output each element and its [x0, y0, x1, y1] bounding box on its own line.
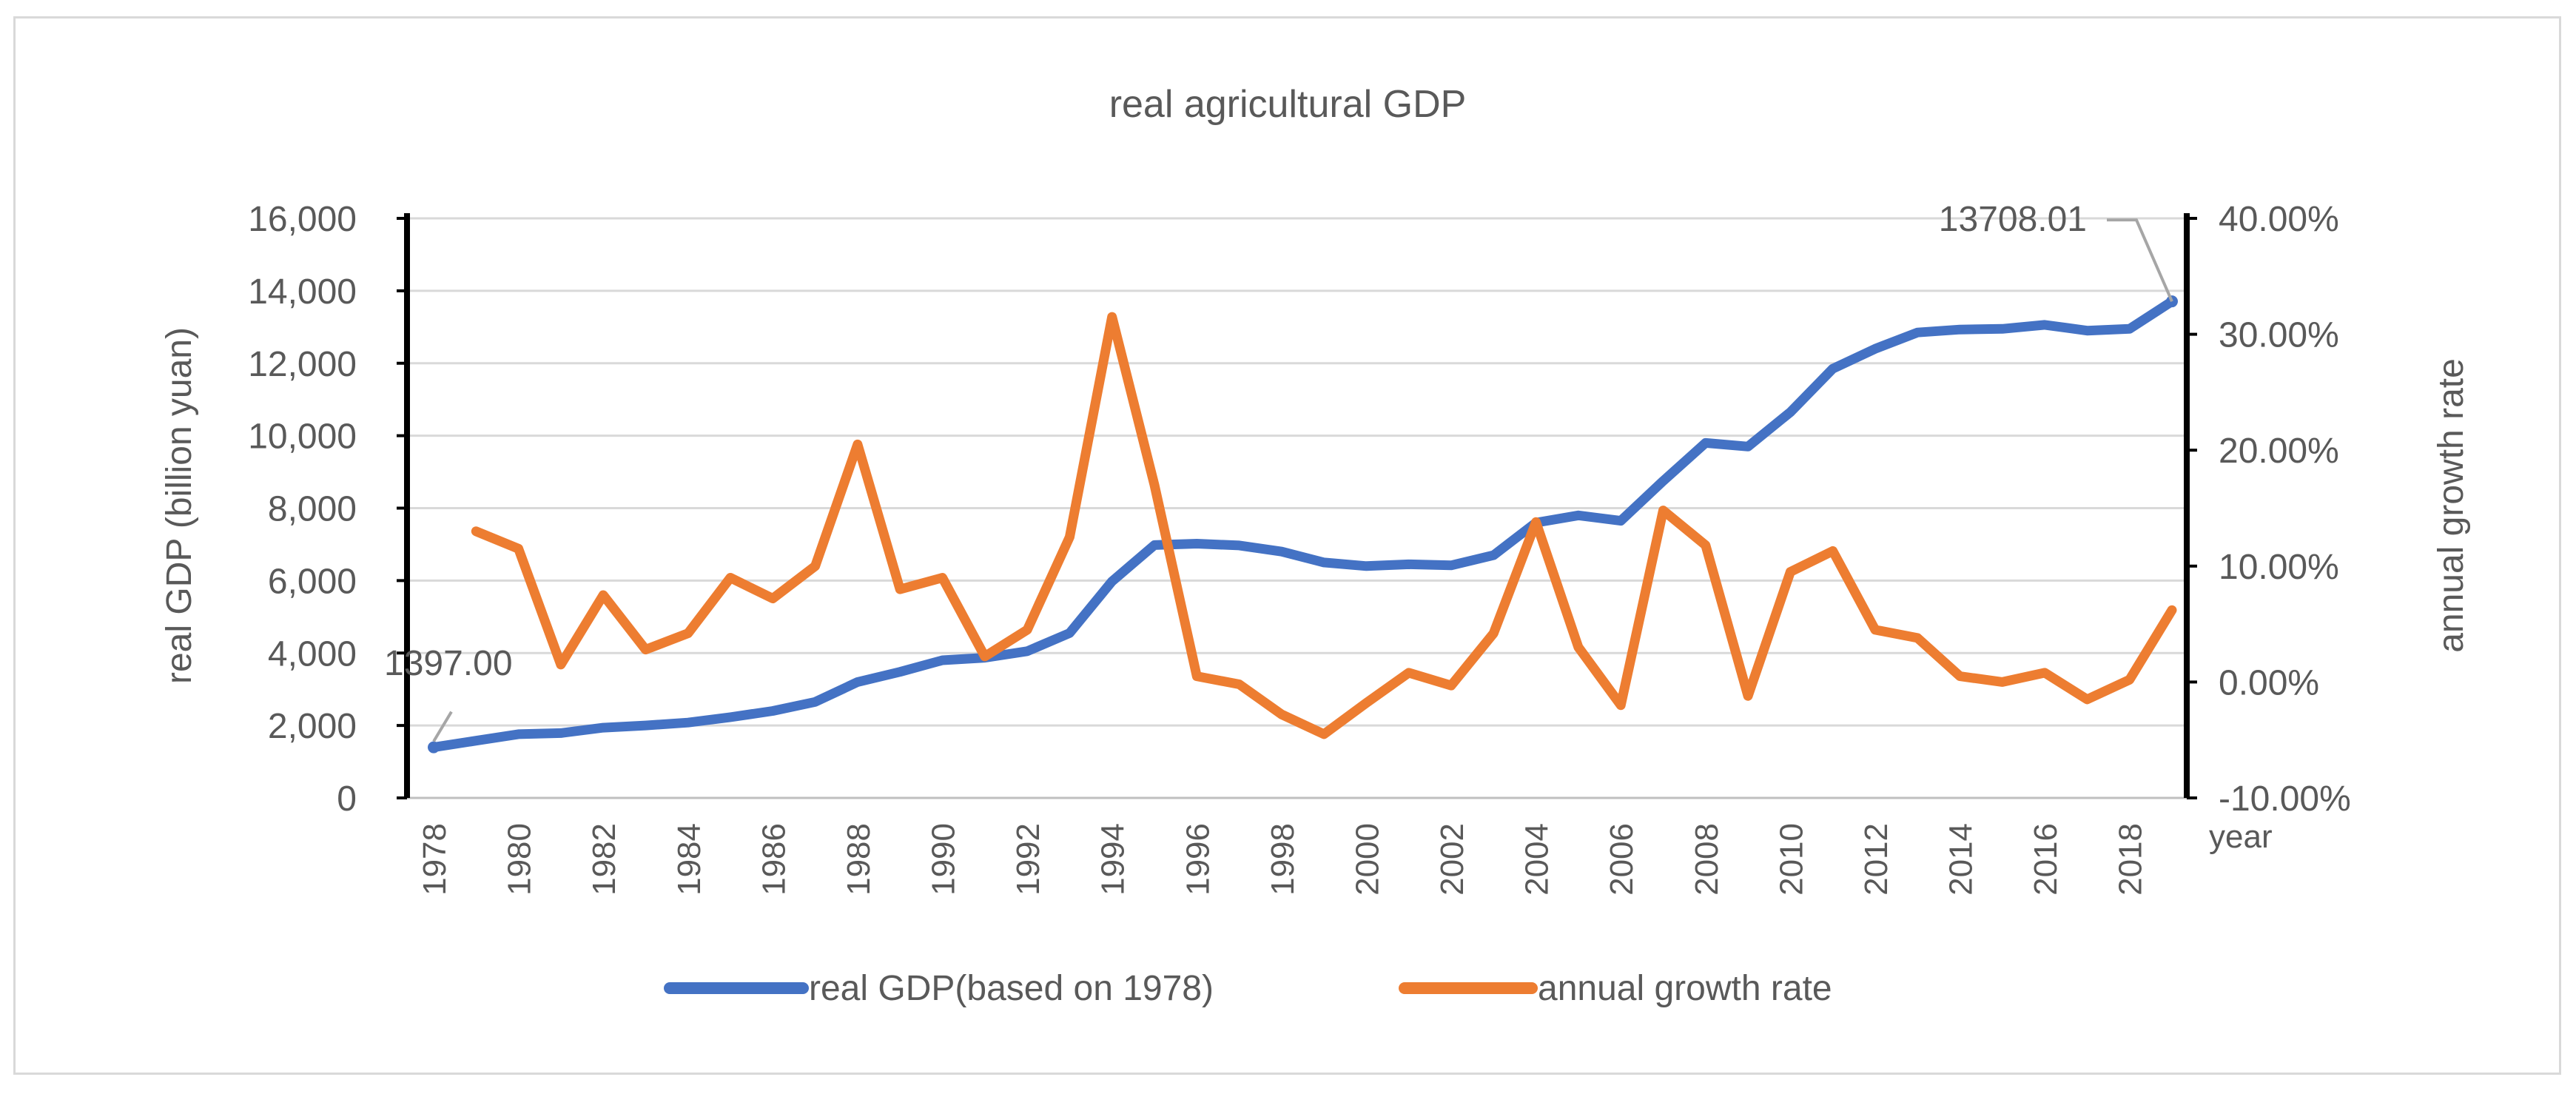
right-axis-ticks: -10.00% 0.00% 10.00% 20.00% 30.00% 40.00%	[2187, 200, 2351, 819]
x-tick-label: 1996	[1180, 823, 1216, 896]
left-tick-label: 16,000	[248, 200, 357, 239]
chart-frame	[13, 16, 2561, 1075]
x-tick-label: 2004	[1519, 823, 1556, 896]
leader-line	[2107, 218, 2173, 302]
left-axis-ticks: 0 2,000 4,000 6,000 8,000 10,000 12,000 14,000 1…	[248, 200, 407, 819]
point-label-first: 1397.00	[384, 644, 513, 683]
point-label-last: 13708.01	[1939, 200, 2087, 239]
x-tick-label: 1994	[1095, 823, 1131, 896]
left-tick-label: 4,000	[268, 634, 357, 674]
legend: real GDP(based on 1978) annual growth ra…	[664, 969, 1832, 1008]
x-axis-ticks: 1978 1980 1982 1984 1986 1988 1990 1992 1994 1996…	[417, 823, 2149, 896]
data-point-marker	[428, 741, 440, 754]
x-tick-label: 2006	[1604, 823, 1640, 896]
x-tick-label: 1984	[671, 823, 707, 896]
x-tick-label: 1978	[417, 823, 453, 896]
leader-line	[432, 711, 453, 742]
x-tick-label: 2018	[2113, 823, 2149, 896]
x-tick-label: 2012	[1858, 823, 1894, 896]
left-axis-title: real GDP (billion yuan)	[160, 327, 199, 684]
left-tick-label: 14,000	[248, 272, 357, 312]
x-tick-label: 1982	[586, 823, 622, 896]
left-tick-label: 10,000	[248, 417, 357, 457]
x-tick-label: 2000	[1349, 823, 1385, 896]
x-tick-label: 2010	[1773, 823, 1809, 896]
chart-title: real agricultural GDP	[1109, 83, 1467, 126]
x-tick-label: 1986	[756, 823, 792, 896]
x-tick-label: 1998	[1265, 823, 1301, 896]
real-gdp-line	[428, 296, 2177, 753]
legend-label-real-gdp: real GDP(based on 1978)	[809, 969, 1214, 1008]
right-tick-label: 40.00%	[2219, 200, 2339, 239]
series-layer	[428, 296, 2177, 753]
x-tick-label: 2008	[1689, 823, 1725, 896]
legend-label-growth-rate: annual growth rate	[1538, 969, 1832, 1008]
left-tick-label: 8,000	[268, 490, 357, 529]
point-labels-layer: 1397.00 13708.01	[384, 200, 2178, 754]
x-tick-label: 1980	[502, 823, 538, 896]
x-tick-label: 2002	[1434, 823, 1470, 896]
left-tick-label: 6,000	[268, 562, 357, 601]
growth-rate-line	[471, 312, 2177, 739]
x-tick-label: 1988	[841, 823, 877, 896]
x-tick-label: 1992	[1010, 823, 1046, 896]
left-tick-label: 2,000	[268, 707, 357, 746]
right-tick-label: 0.00%	[2219, 663, 2319, 702]
right-tick-label: 30.00%	[2219, 316, 2339, 355]
right-tick-label: 20.00%	[2219, 432, 2339, 471]
left-tick-label: 0	[337, 779, 357, 819]
x-tick-label: 2014	[1943, 823, 1980, 896]
right-axis-title: annual growth rate	[2432, 358, 2471, 653]
x-axis-title: year	[2209, 819, 2273, 855]
x-tick-label: 1990	[926, 823, 962, 896]
x-tick-label: 2016	[2028, 823, 2064, 896]
right-tick-label: -10.00%	[2219, 779, 2351, 819]
right-tick-label: 10.00%	[2219, 548, 2339, 587]
left-tick-label: 12,000	[248, 345, 357, 384]
gridlines	[407, 217, 2187, 799]
